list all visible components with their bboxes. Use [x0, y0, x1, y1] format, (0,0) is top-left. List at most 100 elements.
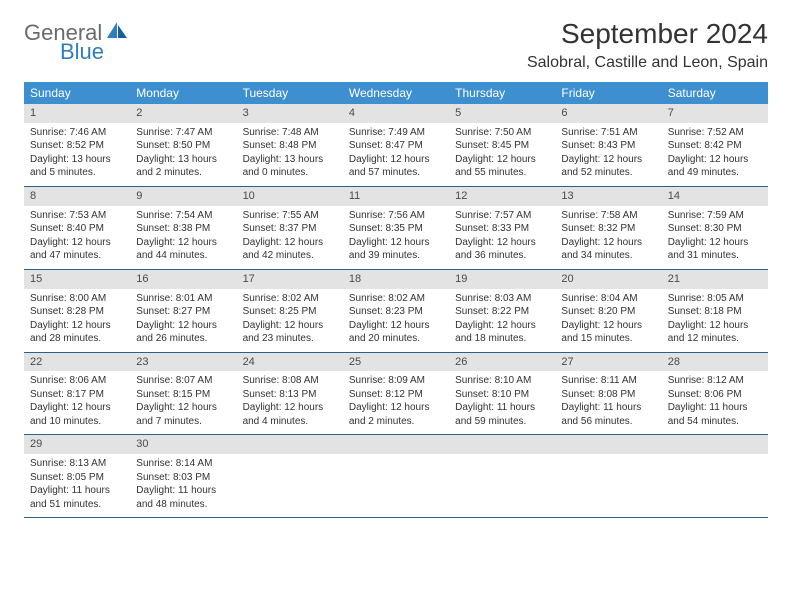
day-number: 25 — [343, 353, 449, 372]
daylight-text: Daylight: 11 hours and 56 minutes. — [561, 401, 655, 428]
day-body: Sunrise: 7:59 AMSunset: 8:30 PMDaylight:… — [662, 206, 768, 269]
daylight-text: Daylight: 12 hours and 20 minutes. — [349, 319, 443, 346]
day-cell: 30Sunrise: 8:14 AMSunset: 8:03 PMDayligh… — [130, 435, 236, 517]
daylight-text: Daylight: 11 hours and 54 minutes. — [668, 401, 762, 428]
day-number: 6 — [555, 104, 661, 123]
day-cell: 12Sunrise: 7:57 AMSunset: 8:33 PMDayligh… — [449, 187, 555, 269]
sunrise-text: Sunrise: 7:53 AM — [30, 209, 124, 223]
week-row: 15Sunrise: 8:00 AMSunset: 8:28 PMDayligh… — [24, 270, 768, 353]
day-cell — [343, 435, 449, 517]
calendar: Sunday Monday Tuesday Wednesday Thursday… — [24, 82, 768, 518]
sunset-text: Sunset: 8:10 PM — [455, 388, 549, 402]
daylight-text: Daylight: 11 hours and 51 minutes. — [30, 484, 124, 511]
daylight-text: Daylight: 12 hours and 57 minutes. — [349, 153, 443, 180]
sunset-text: Sunset: 8:25 PM — [243, 305, 337, 319]
sunset-text: Sunset: 8:50 PM — [136, 139, 230, 153]
sunset-text: Sunset: 8:40 PM — [30, 222, 124, 236]
title-block: September 2024 Salobral, Castille and Le… — [527, 18, 768, 72]
day-body: Sunrise: 7:51 AMSunset: 8:43 PMDaylight:… — [555, 123, 661, 186]
location: Salobral, Castille and Leon, Spain — [527, 54, 768, 72]
daylight-text: Daylight: 12 hours and 47 minutes. — [30, 236, 124, 263]
sunrise-text: Sunrise: 7:51 AM — [561, 126, 655, 140]
day-cell: 18Sunrise: 8:02 AMSunset: 8:23 PMDayligh… — [343, 270, 449, 352]
sunset-text: Sunset: 8:12 PM — [349, 388, 443, 402]
day-body — [555, 454, 661, 463]
month-title: September 2024 — [527, 18, 768, 50]
sunrise-text: Sunrise: 7:49 AM — [349, 126, 443, 140]
day-cell: 25Sunrise: 8:09 AMSunset: 8:12 PMDayligh… — [343, 353, 449, 435]
sunset-text: Sunset: 8:33 PM — [455, 222, 549, 236]
sunset-text: Sunset: 8:48 PM — [243, 139, 337, 153]
sunrise-text: Sunrise: 8:10 AM — [455, 374, 549, 388]
sunset-text: Sunset: 8:27 PM — [136, 305, 230, 319]
day-cell: 29Sunrise: 8:13 AMSunset: 8:05 PMDayligh… — [24, 435, 130, 517]
sunrise-text: Sunrise: 7:48 AM — [243, 126, 337, 140]
sunrise-text: Sunrise: 7:58 AM — [561, 209, 655, 223]
sunrise-text: Sunrise: 8:04 AM — [561, 292, 655, 306]
day-cell: 16Sunrise: 8:01 AMSunset: 8:27 PMDayligh… — [130, 270, 236, 352]
sunset-text: Sunset: 8:38 PM — [136, 222, 230, 236]
sunrise-text: Sunrise: 7:46 AM — [30, 126, 124, 140]
day-body — [237, 454, 343, 463]
day-body: Sunrise: 8:08 AMSunset: 8:13 PMDaylight:… — [237, 371, 343, 434]
day-number: 29 — [24, 435, 130, 454]
sunset-text: Sunset: 8:17 PM — [30, 388, 124, 402]
sunrise-text: Sunrise: 7:52 AM — [668, 126, 762, 140]
sunrise-text: Sunrise: 8:00 AM — [30, 292, 124, 306]
day-body — [449, 454, 555, 463]
day-cell: 21Sunrise: 8:05 AMSunset: 8:18 PMDayligh… — [662, 270, 768, 352]
day-number: 24 — [237, 353, 343, 372]
sunrise-text: Sunrise: 7:55 AM — [243, 209, 337, 223]
weekday-header: Tuesday — [237, 82, 343, 104]
daylight-text: Daylight: 12 hours and 15 minutes. — [561, 319, 655, 346]
sunset-text: Sunset: 8:22 PM — [455, 305, 549, 319]
sunset-text: Sunset: 8:30 PM — [668, 222, 762, 236]
day-number: 30 — [130, 435, 236, 454]
day-cell: 27Sunrise: 8:11 AMSunset: 8:08 PMDayligh… — [555, 353, 661, 435]
daylight-text: Daylight: 12 hours and 52 minutes. — [561, 153, 655, 180]
logo: General Blue — [24, 22, 129, 63]
daylight-text: Daylight: 12 hours and 39 minutes. — [349, 236, 443, 263]
day-body: Sunrise: 7:58 AMSunset: 8:32 PMDaylight:… — [555, 206, 661, 269]
day-cell — [449, 435, 555, 517]
sunrise-text: Sunrise: 7:50 AM — [455, 126, 549, 140]
day-cell: 17Sunrise: 8:02 AMSunset: 8:25 PMDayligh… — [237, 270, 343, 352]
day-body: Sunrise: 7:53 AMSunset: 8:40 PMDaylight:… — [24, 206, 130, 269]
day-number: 20 — [555, 270, 661, 289]
day-number: 8 — [24, 187, 130, 206]
sunrise-text: Sunrise: 8:06 AM — [30, 374, 124, 388]
weekday-header: Friday — [555, 82, 661, 104]
day-number: 17 — [237, 270, 343, 289]
sunset-text: Sunset: 8:45 PM — [455, 139, 549, 153]
sunrise-text: Sunrise: 8:05 AM — [668, 292, 762, 306]
sunrise-text: Sunrise: 8:08 AM — [243, 374, 337, 388]
day-number: 11 — [343, 187, 449, 206]
day-cell: 28Sunrise: 8:12 AMSunset: 8:06 PMDayligh… — [662, 353, 768, 435]
day-body — [662, 454, 768, 463]
day-cell: 19Sunrise: 8:03 AMSunset: 8:22 PMDayligh… — [449, 270, 555, 352]
day-number: 12 — [449, 187, 555, 206]
day-cell: 3Sunrise: 7:48 AMSunset: 8:48 PMDaylight… — [237, 104, 343, 186]
day-cell: 23Sunrise: 8:07 AMSunset: 8:15 PMDayligh… — [130, 353, 236, 435]
day-body: Sunrise: 8:00 AMSunset: 8:28 PMDaylight:… — [24, 289, 130, 352]
day-cell: 24Sunrise: 8:08 AMSunset: 8:13 PMDayligh… — [237, 353, 343, 435]
day-number: 16 — [130, 270, 236, 289]
day-number — [449, 435, 555, 454]
sunset-text: Sunset: 8:20 PM — [561, 305, 655, 319]
day-number: 10 — [237, 187, 343, 206]
day-body: Sunrise: 7:54 AMSunset: 8:38 PMDaylight:… — [130, 206, 236, 269]
day-cell — [237, 435, 343, 517]
day-cell: 7Sunrise: 7:52 AMSunset: 8:42 PMDaylight… — [662, 104, 768, 186]
day-number: 22 — [24, 353, 130, 372]
day-body: Sunrise: 7:55 AMSunset: 8:37 PMDaylight:… — [237, 206, 343, 269]
weekday-header-row: Sunday Monday Tuesday Wednesday Thursday… — [24, 82, 768, 104]
daylight-text: Daylight: 12 hours and 7 minutes. — [136, 401, 230, 428]
day-body: Sunrise: 8:04 AMSunset: 8:20 PMDaylight:… — [555, 289, 661, 352]
sunrise-text: Sunrise: 7:57 AM — [455, 209, 549, 223]
day-number: 4 — [343, 104, 449, 123]
day-body: Sunrise: 8:07 AMSunset: 8:15 PMDaylight:… — [130, 371, 236, 434]
day-cell: 4Sunrise: 7:49 AMSunset: 8:47 PMDaylight… — [343, 104, 449, 186]
day-body: Sunrise: 7:47 AMSunset: 8:50 PMDaylight:… — [130, 123, 236, 186]
day-body: Sunrise: 8:06 AMSunset: 8:17 PMDaylight:… — [24, 371, 130, 434]
sunrise-text: Sunrise: 8:02 AM — [349, 292, 443, 306]
